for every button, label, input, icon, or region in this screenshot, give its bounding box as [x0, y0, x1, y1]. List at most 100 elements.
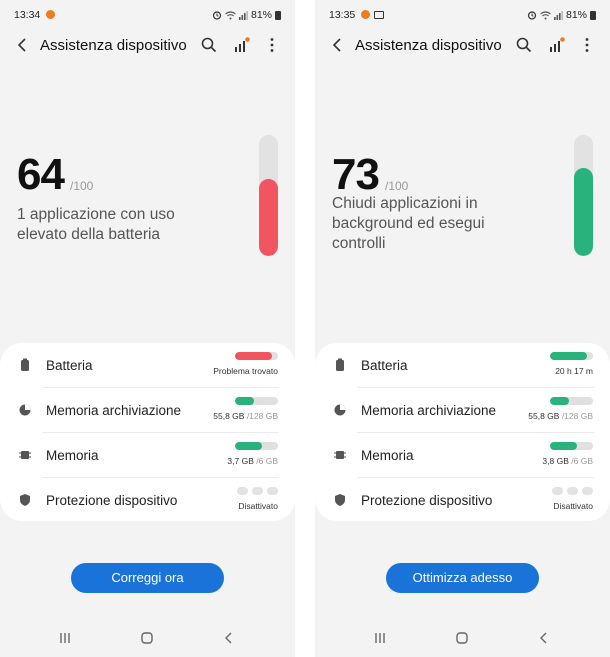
- divider: [357, 477, 594, 478]
- status-card: Batteria Problema trovato Memoria archiv…: [0, 343, 295, 521]
- memory-chip-icon: [334, 451, 346, 459]
- memory-bar-fill: [550, 442, 578, 450]
- row-label: Memoria archiviazione: [46, 403, 182, 418]
- dot: [237, 487, 248, 495]
- phone-screen-before: 13:34 81% Assistenza dispositivo 64 /100…: [0, 0, 295, 657]
- row-status: Disattivato: [553, 501, 593, 511]
- storage-bar: [550, 397, 593, 405]
- notification-icons: [46, 10, 55, 19]
- row-status: Disattivato: [238, 501, 278, 511]
- divider: [42, 477, 279, 478]
- dot: [567, 487, 578, 495]
- divider: [357, 432, 594, 433]
- diagnostics-icon[interactable]: [548, 36, 566, 54]
- status-indicators: 81%: [527, 9, 596, 21]
- nav-back-icon[interactable]: [222, 631, 236, 645]
- wifi-icon: [225, 10, 236, 19]
- value-used: 55,8 GB: [528, 411, 560, 421]
- divider: [42, 387, 279, 388]
- alarm-icon: [527, 11, 537, 20]
- wifi-icon: [540, 10, 551, 19]
- recent-apps-icon[interactable]: [58, 632, 72, 644]
- security-dots: [552, 487, 593, 495]
- divider: [357, 387, 594, 388]
- battery-icon: [275, 10, 281, 20]
- row-status: Problema trovato: [213, 366, 278, 376]
- row-label: Memoria: [46, 448, 99, 463]
- more-options-icon[interactable]: [578, 36, 596, 54]
- row-storage[interactable]: Memoria archiviazione 55,8 GB /128 GB: [315, 388, 610, 433]
- security-dots: [237, 487, 278, 495]
- row-label: Memoria archiviazione: [361, 403, 497, 418]
- memory-bar: [235, 442, 278, 450]
- score-gauge: [574, 135, 593, 256]
- cell-signal-icon: [553, 10, 563, 20]
- row-security[interactable]: Protezione dispositivo Disattivato: [0, 478, 295, 523]
- value-total: /128 GB: [561, 411, 593, 421]
- row-memory[interactable]: Memoria 3,8 GB /6 GB: [315, 433, 610, 478]
- back-arrow-icon[interactable]: [13, 35, 33, 55]
- dot: [552, 487, 563, 495]
- device-score: 64: [17, 150, 65, 199]
- score-gauge: [259, 135, 278, 256]
- row-battery[interactable]: Batteria 20 h 17 m: [315, 343, 610, 388]
- device-score: 73: [332, 150, 380, 199]
- battery-icon: [21, 358, 29, 371]
- storage-pie-icon: [334, 404, 346, 416]
- home-icon[interactable]: [455, 631, 469, 645]
- value-used: 3,7 GB: [227, 456, 254, 466]
- back-arrow-icon[interactable]: [328, 35, 348, 55]
- status-time: 13:35: [329, 9, 356, 21]
- page-title: Assistenza dispositivo: [40, 37, 187, 54]
- nav-back-icon[interactable]: [537, 631, 551, 645]
- notification-icons: [361, 10, 384, 19]
- recent-apps-icon[interactable]: [373, 632, 387, 644]
- row-security[interactable]: Protezione dispositivo Disattivato: [315, 478, 610, 523]
- battery-bar: [550, 352, 593, 360]
- diagnostics-icon[interactable]: [233, 36, 251, 54]
- shield-icon: [20, 494, 30, 506]
- battery-bar-fill: [550, 352, 587, 360]
- row-value: 3,8 GB /6 GB: [542, 456, 593, 466]
- storage-pie-icon: [19, 404, 31, 416]
- app-notification-icon: [361, 10, 370, 19]
- row-label: Protezione dispositivo: [361, 493, 493, 508]
- page-title: Assistenza dispositivo: [355, 37, 502, 54]
- value-total: /6 GB: [571, 456, 593, 466]
- search-icon[interactable]: [200, 36, 218, 54]
- status-card: Batteria 20 h 17 m Memoria archiviazione…: [315, 343, 610, 521]
- row-storage[interactable]: Memoria archiviazione 55,8 GB /128 GB: [0, 388, 295, 433]
- shield-icon: [335, 494, 345, 506]
- battery-bar-fill: [235, 352, 272, 360]
- optimize-now-button[interactable]: Ottimizza adesso: [386, 563, 539, 593]
- storage-bar-fill: [550, 397, 569, 405]
- more-options-icon[interactable]: [263, 36, 281, 54]
- battery-bar: [235, 352, 278, 360]
- nav-bar: [315, 628, 610, 650]
- memory-bar-fill: [235, 442, 262, 450]
- dot: [267, 487, 278, 495]
- row-label: Protezione dispositivo: [46, 493, 178, 508]
- memory-chip-icon: [19, 451, 31, 459]
- score-max: /100: [70, 179, 94, 193]
- status-time: 13:34: [14, 9, 41, 21]
- row-memory[interactable]: Memoria 3,7 GB /6 GB: [0, 433, 295, 478]
- row-value: 3,7 GB /6 GB: [227, 456, 278, 466]
- row-label: Memoria: [361, 448, 414, 463]
- battery-percent: 81%: [250, 9, 272, 21]
- row-status: 20 h 17 m: [555, 366, 593, 376]
- row-value: 55,8 GB /128 GB: [528, 411, 593, 421]
- cell-signal-icon: [238, 10, 248, 20]
- fix-now-button[interactable]: Correggi ora: [71, 563, 224, 593]
- home-icon[interactable]: [140, 631, 154, 645]
- row-label: Batteria: [361, 358, 408, 373]
- phone-screen-after: 13:35 81% Assistenza dispositivo 73 /100…: [315, 0, 610, 657]
- dot: [252, 487, 263, 495]
- search-icon[interactable]: [515, 36, 533, 54]
- row-battery[interactable]: Batteria Problema trovato: [0, 343, 295, 388]
- battery-icon: [590, 10, 596, 20]
- value-used: 55,8 GB: [213, 411, 245, 421]
- battery-icon: [336, 358, 344, 371]
- dot: [582, 487, 593, 495]
- value-total: /128 GB: [246, 411, 278, 421]
